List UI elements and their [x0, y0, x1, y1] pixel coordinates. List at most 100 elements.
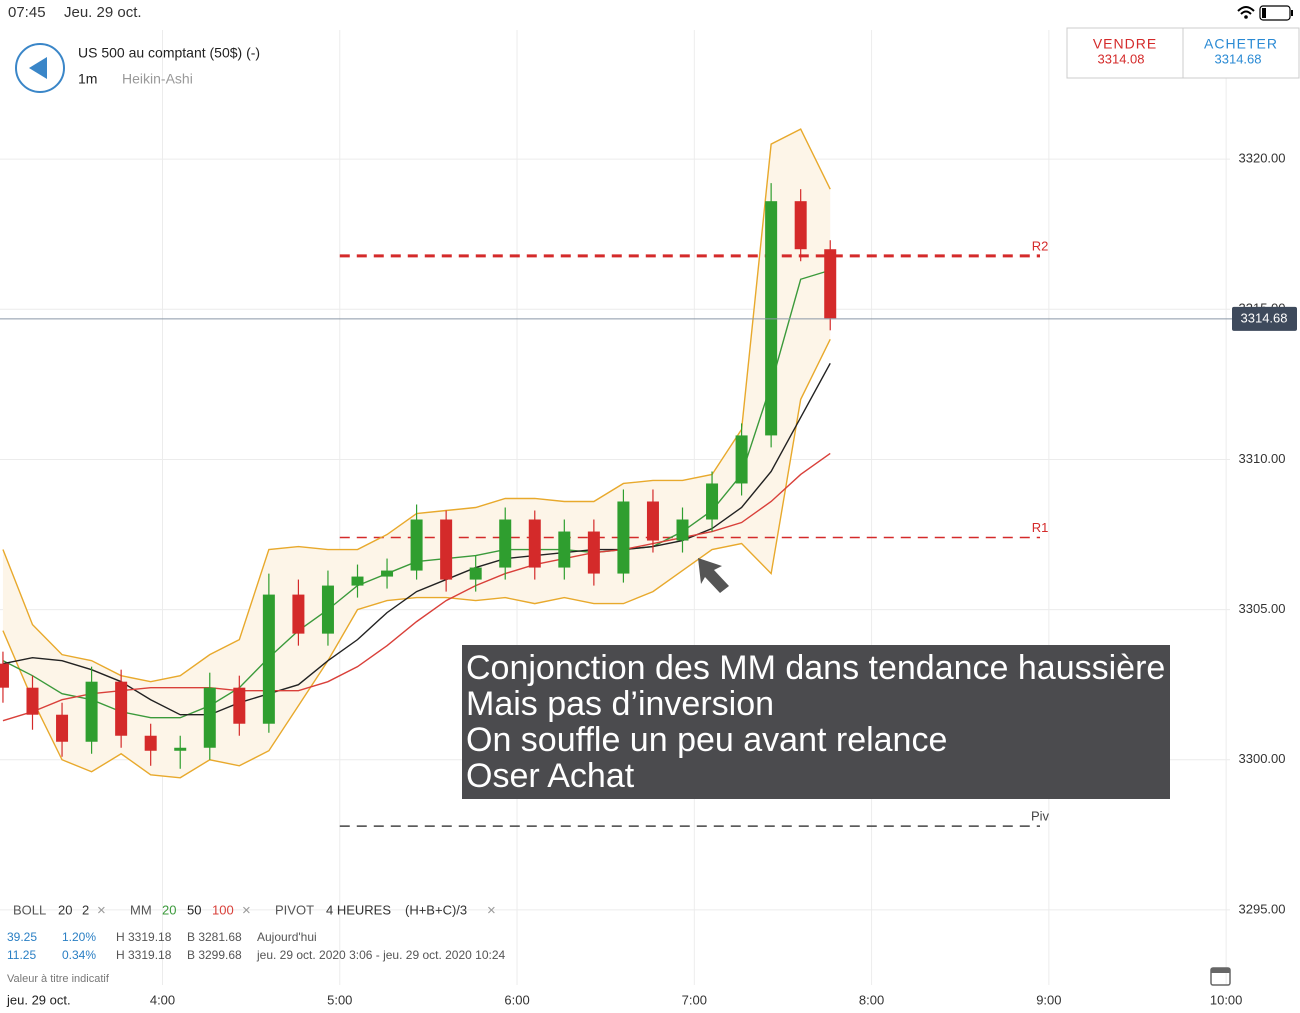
x-tick-label: 10:00: [1210, 992, 1243, 1007]
close-icon[interactable]: ×: [97, 902, 106, 919]
level-label: R2: [1032, 238, 1049, 253]
boll-k: 2: [82, 902, 89, 917]
close-icon[interactable]: ×: [242, 902, 251, 919]
y-tick-label: 3320.00: [1239, 151, 1286, 166]
candle-body: [706, 483, 719, 520]
candle-body: [824, 249, 837, 319]
candle-body: [174, 747, 187, 751]
band-line: [2, 128, 831, 683]
ma-line: [2, 363, 831, 716]
candle-body: [499, 519, 512, 568]
pivot-period: 4 HEURES: [326, 902, 391, 917]
candle-body: [85, 681, 98, 742]
candle-body: [26, 687, 39, 715]
band-line: [2, 339, 831, 779]
candle-body: [351, 576, 364, 586]
sell-price[interactable]: 3314.08: [1098, 51, 1145, 66]
buy-price[interactable]: 3314.68: [1215, 51, 1262, 66]
info-value: H 3319.18: [116, 948, 172, 962]
sell-label[interactable]: VENDRE: [1093, 36, 1157, 52]
candle-body: [528, 519, 541, 568]
legend-entry: 20: [162, 902, 176, 917]
status-icons: [1237, 5, 1293, 21]
info-value: 0.34%: [62, 948, 96, 962]
candle-body: [292, 594, 305, 634]
close-icon[interactable]: ×: [487, 902, 496, 919]
candle-body: [617, 501, 630, 574]
info-value: 39.25: [7, 930, 37, 944]
footer: BOLL 20 2 × MM × PIVOT 4 HEURES (H+B+C)/…: [6, 902, 506, 1007]
candle-body: [115, 681, 128, 736]
annotation-line: Mais pas d’inversion: [466, 685, 774, 723]
arrow: [698, 558, 729, 593]
info-value: 11.25: [7, 948, 36, 962]
candle-body: [765, 201, 778, 436]
candle-body: [0, 663, 9, 688]
candle-body: [144, 735, 157, 751]
buy-label[interactable]: ACHETER: [1204, 36, 1278, 52]
last-price-box: [1232, 306, 1297, 331]
candle-body: [646, 501, 659, 541]
legend-entry: 50: [187, 902, 201, 917]
pivot-formula: (H+B+C)/3: [405, 902, 467, 917]
x-tick-label: 4:00: [150, 992, 175, 1007]
boll-period: 20: [58, 902, 72, 917]
calendar-icon[interactable]: [1210, 967, 1231, 986]
y-tick-label: 3305.00: [1239, 601, 1286, 616]
boll-name: BOLL: [13, 902, 46, 917]
candle-body: [381, 570, 394, 577]
info-value: B 3299.68: [187, 948, 242, 962]
annotation: Conjonction des MM dans tendance haussiè…: [462, 645, 1170, 799]
status-time: 07:45: [8, 4, 46, 21]
level-label: R1: [1032, 520, 1049, 535]
candle-body: [469, 567, 482, 580]
trade-buttons: [1066, 27, 1300, 79]
candle-body: [410, 519, 423, 571]
last-price-label: 3314.68: [1241, 310, 1288, 325]
candle-body: [262, 594, 275, 724]
candle-body: [676, 519, 689, 541]
date-label: jeu. 29 oct.: [6, 992, 71, 1007]
x-tick-label: 6:00: [504, 992, 529, 1007]
info-value: jeu. 29 oct. 2020 3:06 - jeu. 29 oct. 20…: [256, 948, 506, 962]
ma-line: [2, 452, 831, 722]
candle-body: [56, 714, 69, 742]
info-value: Aujourd'hui: [257, 930, 317, 944]
y-tick-label: 3295.00: [1239, 901, 1286, 916]
y-tick-label: 3310.00: [1239, 451, 1286, 466]
annotation-line: Conjonction des MM dans tendance haussiè…: [466, 649, 1165, 687]
annotation-line: On souffle un peu avant relance: [466, 721, 947, 759]
plot-area: 3295.003300.003305.003310.003315.003320.…: [0, 30, 1297, 985]
chart-style[interactable]: Heikin-Ashi: [122, 71, 193, 87]
info-value: H 3319.18: [116, 930, 172, 944]
info-value: B 3281.68: [187, 930, 242, 944]
status-date: Jeu. 29 oct.: [64, 4, 142, 21]
y-tick-label: 3300.00: [1239, 751, 1286, 766]
info-value: 1.20%: [62, 930, 96, 944]
note: Valeur à titre indicatif: [7, 973, 110, 985]
buy-button[interactable]: ACHETER 3314.68: [1204, 36, 1278, 67]
mm-name: MM: [130, 902, 152, 917]
interval[interactable]: 1m: [78, 71, 97, 87]
pivot-name: PIVOT: [275, 902, 314, 917]
legend-entry: 100: [212, 902, 234, 917]
candle-body: [440, 519, 453, 580]
x-tick-label: 9:00: [1036, 992, 1061, 1007]
candle-body: [203, 687, 216, 748]
candle-body: [587, 531, 600, 574]
candle-body: [558, 531, 571, 568]
x-tick-label: 5:00: [327, 992, 352, 1007]
annotation-line: Oser Achat: [466, 757, 635, 795]
candle-body: [233, 687, 246, 724]
level-label: Piv: [1031, 809, 1050, 824]
back-button[interactable]: [15, 43, 65, 93]
sell-button[interactable]: VENDRE 3314.08: [1093, 36, 1157, 67]
x-tick-label: 8:00: [859, 992, 884, 1007]
x-tick-label: 7:00: [682, 992, 707, 1007]
annotation-box: [462, 645, 1170, 799]
instrument: US 500 au comptant (50$) (-): [78, 45, 260, 61]
candle-body: [794, 201, 807, 250]
candle-body: [735, 435, 748, 484]
